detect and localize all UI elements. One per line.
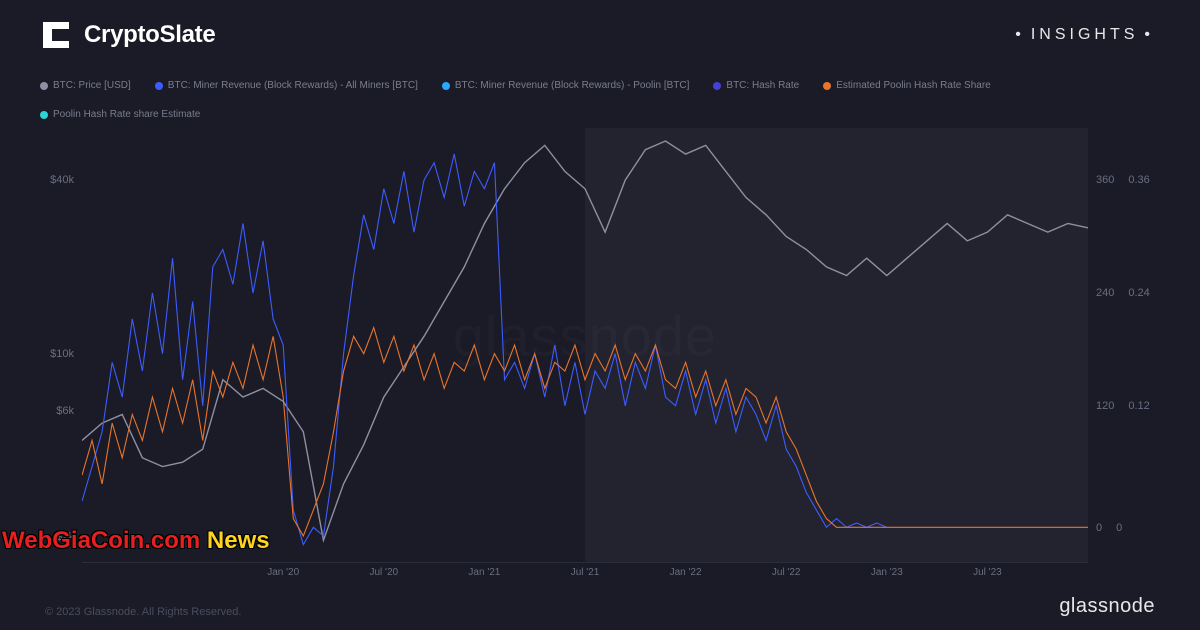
x-tick: Jan '22: [670, 567, 702, 578]
y-right-tick: 3600.36: [1096, 174, 1150, 186]
y-left-tick: $40k: [50, 174, 74, 186]
legend-swatch: [155, 82, 163, 90]
x-tick: Jan '21: [468, 567, 500, 578]
cryptoslate-logo-icon: [40, 19, 72, 51]
legend-item: Estimated Poolin Hash Rate Share: [823, 80, 991, 91]
series-price: [82, 141, 1088, 540]
news-overlay-part1: WebGiaCoin.com: [2, 527, 200, 554]
x-tick: Jul '21: [571, 567, 600, 578]
x-tick: Jul '20: [370, 567, 399, 578]
copyright: © 2023 Glassnode. All Rights Reserved.: [45, 606, 241, 618]
x-axis: Jan '20 Jul '20 Jan '21 Jul '21 Jan '22 Jul '…: [82, 563, 1088, 583]
legend-swatch: [713, 82, 721, 90]
legend-label: BTC: Hash Rate: [726, 80, 799, 91]
legend-label: BTC: Price [USD]: [53, 80, 131, 91]
y-right-tick: 1200.12: [1096, 400, 1150, 412]
legend-item: BTC: Price [USD]: [40, 80, 131, 91]
y-axis-left: $40k$10k$6k$2k: [40, 128, 80, 563]
y-right-tick: 2400.24: [1096, 287, 1150, 299]
legend-swatch: [823, 82, 831, 90]
legend-swatch: [442, 82, 450, 90]
chart-area: BTC: Price [USD] BTC: Miner Revenue (Bloc…: [40, 80, 1160, 585]
legend-label: BTC: Miner Revenue (Block Rewards) - Poo…: [455, 80, 690, 91]
legend-label: BTC: Miner Revenue (Block Rewards) - All…: [168, 80, 418, 91]
series-blue: [82, 154, 887, 545]
legend-item: BTC: Miner Revenue (Block Rewards) - All…: [155, 80, 418, 91]
legend-item: BTC: Hash Rate: [713, 80, 799, 91]
legend-label: Poolin Hash Rate share Estimate: [53, 109, 200, 120]
glassnode-logo: glassnode: [1059, 595, 1155, 618]
insights-tag: INSIGHTS: [1009, 26, 1160, 44]
x-tick: Jul '22: [772, 567, 801, 578]
brand-title: CryptoSlate: [84, 21, 215, 49]
plot-wrap: $40k$10k$6k$2k 3600.362400.241200.1200 g…: [40, 128, 1160, 583]
x-tick: Jul '23: [973, 567, 1002, 578]
plot-svg: [82, 128, 1088, 562]
y-right-tick: 00: [1096, 522, 1122, 534]
header: CryptoSlate INSIGHTS: [0, 0, 1200, 70]
y-axis-right: 3600.36 2400.24 1200.12 00: [1090, 128, 1160, 563]
footer: © 2023 Glassnode. All Rights Reserved. g…: [45, 595, 1155, 618]
legend: BTC: Price [USD] BTC: Miner Revenue (Bloc…: [40, 80, 1160, 120]
y-left-tick: $10k: [50, 348, 74, 360]
x-tick: Jan '20: [267, 567, 299, 578]
legend-swatch: [40, 82, 48, 90]
legend-item: Poolin Hash Rate share Estimate: [40, 109, 200, 120]
news-overlay: WebGiaCoin.com News: [2, 527, 270, 555]
x-tick: Jan '23: [871, 567, 903, 578]
brand-group: CryptoSlate: [40, 19, 215, 51]
news-overlay-part2: News: [200, 527, 269, 554]
legend-item: BTC: Miner Revenue (Block Rewards) - Poo…: [442, 80, 690, 91]
legend-swatch: [40, 111, 48, 119]
y-left-tick: $6k: [56, 405, 74, 417]
series-orange: [82, 328, 1088, 536]
legend-label: Estimated Poolin Hash Rate Share: [836, 80, 991, 91]
plot-region: glassnode: [82, 128, 1088, 563]
